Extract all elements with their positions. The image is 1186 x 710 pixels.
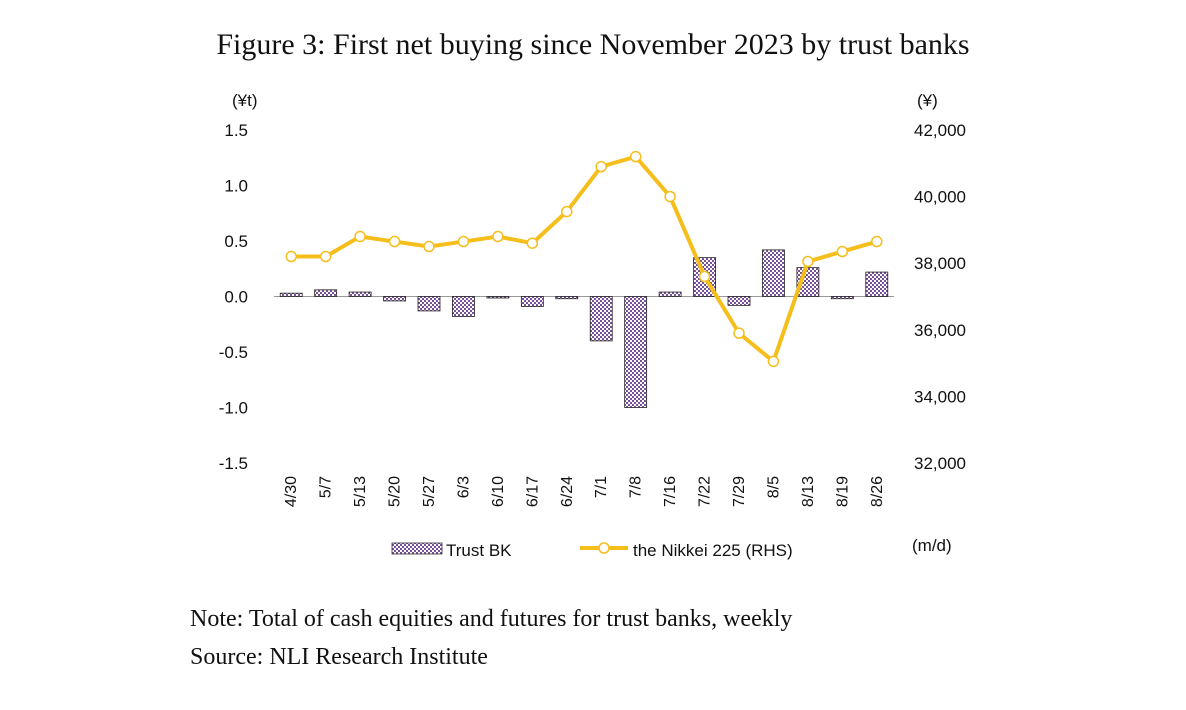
bar-trust-bk: [417, 296, 441, 312]
left-tick-label: -1.0: [219, 399, 248, 418]
legend-label-nikkei: the Nikkei 225 (RHS): [633, 541, 793, 560]
x-tick-label: 7/8: [628, 476, 645, 498]
bar-trust-bk: [486, 296, 510, 299]
bar-trust-bk: [865, 271, 889, 297]
x-tick-label: 8/5: [765, 476, 782, 498]
nikkei-point: [767, 355, 780, 368]
left-tick-label: -0.5: [219, 343, 248, 362]
x-axis-label: (m/d): [912, 536, 952, 555]
x-tick-label: 5/27: [421, 476, 438, 507]
right-tick-label: 40,000: [914, 188, 966, 207]
x-tick-label: 5/7: [318, 476, 335, 498]
chart-title: Figure 3: First net buying since Novembe…: [216, 28, 970, 61]
x-tick-label: 7/16: [662, 476, 679, 507]
nikkei-point: [319, 250, 332, 263]
bar-trust-bk: [314, 289, 338, 297]
chart-note: Note: Total of cash equities and futures…: [190, 606, 793, 632]
bar-series: [279, 249, 889, 408]
right-tick-label: 38,000: [914, 254, 966, 273]
x-tick-label: 8/26: [869, 476, 886, 507]
nikkei-point: [457, 235, 470, 248]
nikkei-point: [698, 270, 711, 283]
x-axis-ticks: 4/30 5/7 5/13 5/20 5/27 6/3 6/10 6/17 6/24 7/1 7/8…: [283, 476, 886, 507]
nikkei-point: [733, 327, 745, 339]
x-tick-label: 7/22: [697, 476, 714, 507]
legend: Trust BK the Nikkei 225 (RHS): [391, 541, 793, 560]
right-tick-label: 36,000: [914, 321, 966, 340]
right-tick-label: 42,000: [914, 121, 966, 140]
x-tick-label: 6/10: [490, 476, 507, 507]
bar-trust-bk: [830, 296, 854, 300]
bar-trust-bk: [589, 296, 613, 342]
bar-trust-bk: [555, 296, 579, 300]
left-axis-unit: (¥t): [232, 91, 258, 110]
legend-label-trust-bk: Trust BK: [446, 541, 512, 560]
x-tick-label: 5/20: [387, 476, 404, 507]
x-tick-label: 4/30: [283, 476, 300, 507]
bar-trust-bk: [624, 296, 648, 408]
bar-trust-bk: [279, 292, 303, 297]
bar-trust-bk: [727, 296, 751, 306]
x-tick-label: 5/13: [352, 476, 369, 507]
right-tick-label: 32,000: [914, 454, 966, 473]
left-tick-label: 1.0: [224, 177, 248, 196]
nikkei-point: [802, 255, 814, 268]
nikkei-point: [595, 160, 607, 173]
left-tick-label: 1.5: [224, 121, 248, 140]
nikkei-point: [388, 235, 401, 248]
left-axis-ticks: 1.5 1.0 0.5 0.0 -0.5 -1.0 -1.5: [219, 121, 248, 473]
nikkei-point: [285, 250, 297, 263]
x-tick-label: 8/19: [834, 476, 851, 507]
legend-swatch-nikkei-marker: [598, 542, 610, 554]
nikkei-point: [871, 235, 883, 248]
left-tick-label: 0.5: [224, 232, 248, 251]
nikkei-point: [423, 240, 435, 253]
x-tick-label: 7/1: [593, 476, 610, 498]
x-tick-label: 6/3: [455, 476, 472, 498]
bar-trust-bk: [762, 249, 785, 297]
nikkei-point: [561, 205, 573, 218]
bar-trust-bk: [348, 291, 372, 297]
line-series: [285, 150, 883, 368]
nikkei-point: [354, 230, 366, 243]
bar-trust-bk: [520, 296, 544, 307]
left-tick-label: 0.0: [224, 288, 248, 307]
x-tick-label: 6/17: [524, 476, 541, 507]
nikkei-point: [526, 237, 539, 249]
nikkei-line: [291, 154, 878, 364]
legend-swatch-trust-bk: [391, 542, 443, 555]
bar-trust-bk: [658, 291, 682, 297]
nikkei-point: [664, 190, 676, 203]
nikkei-point: [492, 230, 504, 243]
x-tick-label: 8/13: [800, 476, 817, 507]
chart: (¥t) (¥) 1.5 1.0 0.5 0.0 -0.5 -1.0 -1.5 42,000…: [219, 91, 966, 560]
right-tick-label: 34,000: [914, 387, 966, 406]
bar-trust-bk: [383, 296, 406, 302]
x-tick-label: 7/29: [731, 476, 748, 507]
bar-trust-bk: [452, 296, 475, 317]
nikkei-point: [836, 245, 849, 258]
nikkei-point: [629, 150, 642, 163]
right-axis-ticks: 42,000 40,000 38,000 36,000 34,000 32,000: [914, 121, 966, 473]
right-axis-unit: (¥): [917, 91, 938, 110]
x-tick-label: 6/24: [559, 476, 576, 507]
chart-source: Source: NLI Research Institute: [190, 644, 488, 670]
left-tick-label: -1.5: [219, 454, 248, 473]
